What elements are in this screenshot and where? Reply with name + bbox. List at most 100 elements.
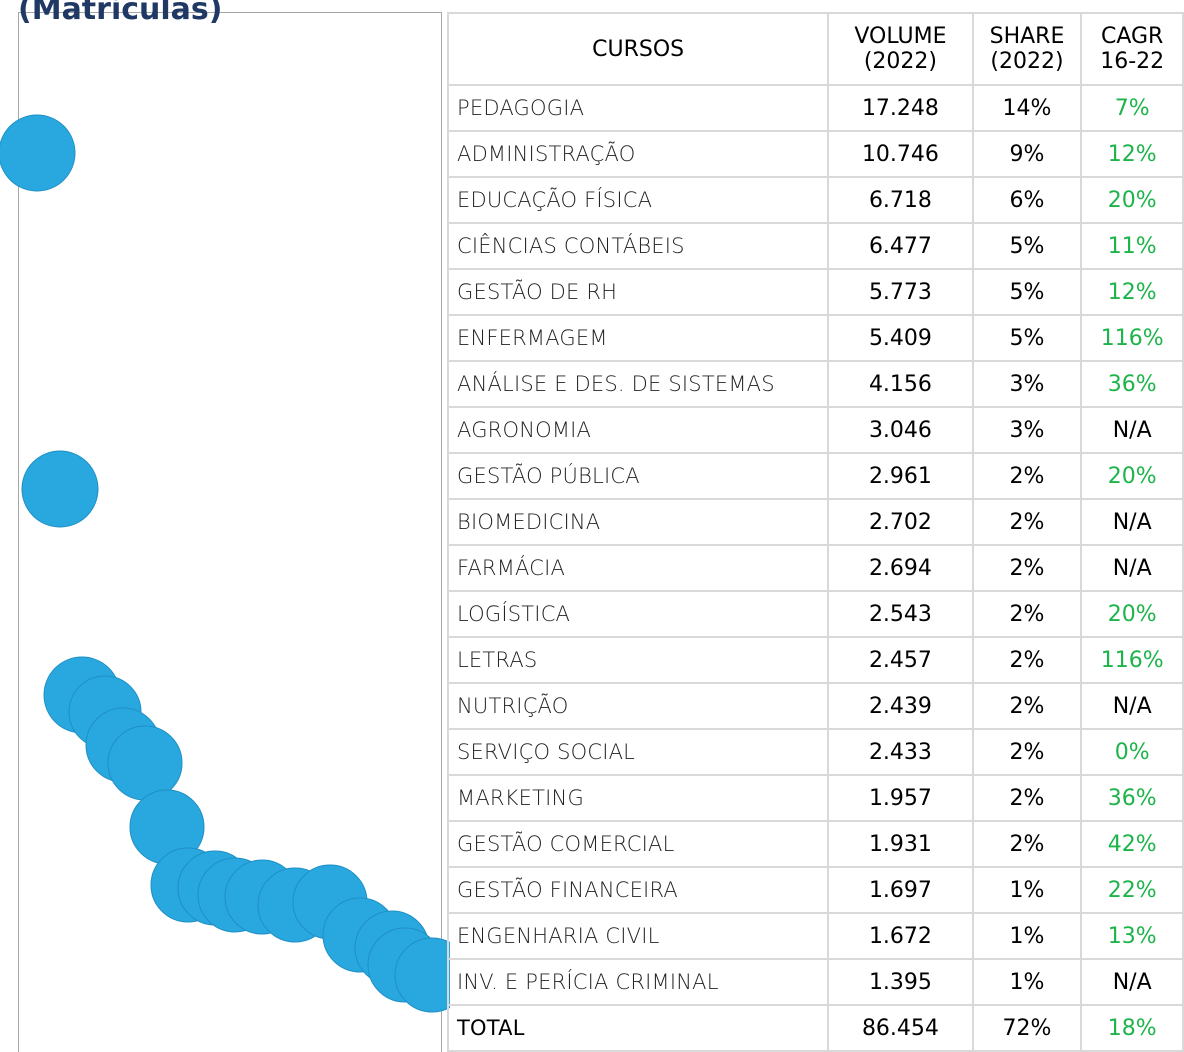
table-row: FARMÁCIA 2.694 2% N/A — [446, 544, 1184, 592]
table-cell: 10.746 — [827, 130, 974, 178]
table-cell: 116% — [1080, 314, 1184, 362]
table-cell: 2% — [971, 728, 1083, 776]
table-cell: 2% — [971, 636, 1083, 684]
table-row: LOGÍSTICA 2.543 2% 20% — [446, 590, 1184, 638]
table-cell: LETRAS — [446, 636, 830, 684]
table-cell: AGRONOMIA — [446, 406, 830, 454]
bubble — [394, 937, 450, 1013]
table-cell: N/A — [1080, 406, 1184, 454]
table-row: SERVIÇO SOCIAL 2.433 2% 0% — [446, 728, 1184, 776]
table-cell: 2.433 — [827, 728, 974, 776]
table-cell: FARMÁCIA — [446, 544, 830, 592]
table-cell: EDUCAÇÃO FÍSICA — [446, 176, 830, 224]
table-cell: 14% — [971, 84, 1083, 132]
table-cell: 2.702 — [827, 498, 974, 546]
table-cell: 2.543 — [827, 590, 974, 638]
table-cell: N/A — [1080, 682, 1184, 730]
table-row: LETRAS 2.457 2% 116% — [446, 636, 1184, 684]
table-cell: GESTÃO DE RH — [446, 268, 830, 316]
table-cell: 2.961 — [827, 452, 974, 500]
table-cell: N/A — [1080, 958, 1184, 1006]
table-cell: SERVIÇO SOCIAL — [446, 728, 830, 776]
table-row: AGRONOMIA 3.046 3% N/A — [446, 406, 1184, 454]
table-cell: CIÊNCIAS CONTÁBEIS — [446, 222, 830, 270]
table-cell: 1.672 — [827, 912, 974, 960]
total-cell: 18% — [1080, 1004, 1184, 1052]
table-cell: 2.694 — [827, 544, 974, 592]
table-cell: 20% — [1080, 176, 1184, 224]
chart-panel — [18, 12, 442, 1052]
table-cell: GESTÃO PÚBLICA — [446, 452, 830, 500]
table-row: ENGENHARIA CIVIL 1.672 1% 13% — [446, 912, 1184, 960]
table-cell: 42% — [1080, 820, 1184, 868]
table-cell: 2% — [971, 820, 1083, 868]
table-cell: 9% — [971, 130, 1083, 178]
table-cell: ANÁLISE E DES. DE SISTEMAS — [446, 360, 830, 408]
bubble — [107, 725, 183, 801]
table-cell: ADMINISTRAÇÃO — [446, 130, 830, 178]
table-cell: 5% — [971, 222, 1083, 270]
table-cell: PEDAGOGIA — [446, 84, 830, 132]
table-cell: 12% — [1080, 130, 1184, 178]
total-cell: 72% — [971, 1004, 1083, 1052]
table-cell: GESTÃO COMERCIAL — [446, 820, 830, 868]
table-cell: 5.409 — [827, 314, 974, 362]
course-table: CURSOS VOLUME (2022) SHARE (2022) CAGR 16-2… — [446, 12, 1184, 1052]
table-cell: BIOMEDICINA — [446, 498, 830, 546]
table-cell: INV. E PERÍCIA CRIMINAL — [446, 958, 830, 1006]
table-cell: 36% — [1080, 774, 1184, 822]
table-cell: 0% — [1080, 728, 1184, 776]
table-row: GESTÃO PÚBLICA 2.961 2% 20% — [446, 452, 1184, 500]
table-cell: 1.957 — [827, 774, 974, 822]
table-row: EDUCAÇÃO FÍSICA 6.718 6% 20% — [446, 176, 1184, 224]
table-cell: 20% — [1080, 590, 1184, 638]
table-cell: 2% — [971, 452, 1083, 500]
column-header: CAGR 16-22 — [1080, 12, 1184, 86]
table-row: NUTRIÇÃO 2.439 2% N/A — [446, 682, 1184, 730]
table-row: BIOMEDICINA 2.702 2% N/A — [446, 498, 1184, 546]
table-cell: 1.395 — [827, 958, 974, 1006]
total-cell: 86.454 — [827, 1004, 974, 1052]
table-row: GESTÃO COMERCIAL 1.931 2% 42% — [446, 820, 1184, 868]
table-cell: LOGÍSTICA — [446, 590, 830, 638]
table-cell: 6.477 — [827, 222, 974, 270]
table-cell: ENGENHARIA CIVIL — [446, 912, 830, 960]
table-cell: 7% — [1080, 84, 1184, 132]
column-header: SHARE (2022) — [971, 12, 1083, 86]
table-cell: 2.457 — [827, 636, 974, 684]
table-cell: 11% — [1080, 222, 1184, 270]
table-cell: 13% — [1080, 912, 1184, 960]
table-cell: 2% — [971, 682, 1083, 730]
table-cell: 36% — [1080, 360, 1184, 408]
table-cell: 1.931 — [827, 820, 974, 868]
table-row: CIÊNCIAS CONTÁBEIS 6.477 5% 11% — [446, 222, 1184, 270]
bubble — [21, 450, 99, 528]
table-cell: 5% — [971, 314, 1083, 362]
table-cell: N/A — [1080, 498, 1184, 546]
table-row: GESTÃO DE RH 5.773 5% 12% — [446, 268, 1184, 316]
table-cell: 6.718 — [827, 176, 974, 224]
table-cell: 12% — [1080, 268, 1184, 316]
table-cell: 1% — [971, 958, 1083, 1006]
table-row: PEDAGOGIA 17.248 14% 7% — [446, 84, 1184, 132]
table-cell: 2% — [971, 590, 1083, 638]
table-cell: 20% — [1080, 452, 1184, 500]
bubble — [0, 114, 76, 192]
table-row: GESTÃO FINANCEIRA 1.697 1% 22% — [446, 866, 1184, 914]
table-cell: 4.156 — [827, 360, 974, 408]
column-header: CURSOS — [446, 12, 830, 86]
table-cell: 3.046 — [827, 406, 974, 454]
bubbles — [0, 114, 450, 1013]
total-row: TOTAL 86.454 72% 18% — [446, 1004, 1184, 1052]
table-cell: 22% — [1080, 866, 1184, 914]
table-cell: 17.248 — [827, 84, 974, 132]
table-row: ANÁLISE E DES. DE SISTEMAS 4.156 3% 36% — [446, 360, 1184, 408]
chart-title: (Matrículas) — [18, 0, 223, 27]
table-row: INV. E PERÍCIA CRIMINAL 1.395 1% N/A — [446, 958, 1184, 1006]
table-row: ENFERMAGEM 5.409 5% 116% — [446, 314, 1184, 362]
column-header: VOLUME (2022) — [827, 12, 974, 86]
table-cell: 1% — [971, 866, 1083, 914]
table-cell: 5% — [971, 268, 1083, 316]
table-cell: GESTÃO FINANCEIRA — [446, 866, 830, 914]
table-cell: 2% — [971, 498, 1083, 546]
